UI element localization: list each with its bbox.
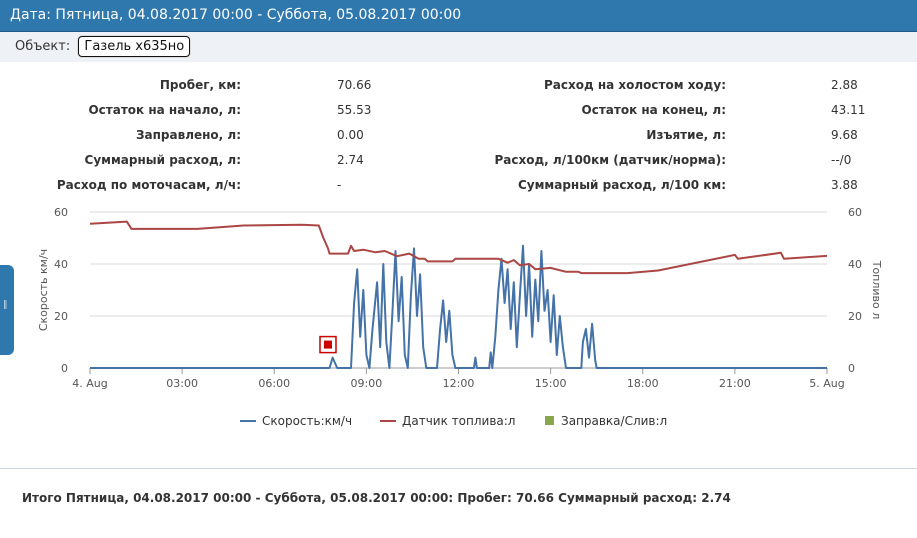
stat-label: Расход, л/100км (датчик/норма): [494,153,727,167]
stat-value: 2.88 [831,78,858,92]
stat-value: 70.66 [337,78,372,92]
stat-label: Остаток на начало, л: [88,103,241,117]
report-title-bar: Дата: Пятница, 04.08.2017 00:00 - Суббот… [0,0,917,32]
x-tick-label: 18:00 [627,377,659,390]
x-tick-label: 5. Aug [809,377,844,390]
report-title: Дата: Пятница, 04.08.2017 00:00 - Суббот… [10,7,462,23]
stat-label: Заправлено, л: [136,128,241,142]
y2-tick-label: 20 [848,310,862,323]
stat-label: Расход на холостом ходу: [543,78,726,92]
stats-row: Суммарный расход, л: 2.74 Расход, л/100к… [0,153,917,173]
side-panel-toggle[interactable]: ‖ [0,265,14,355]
x-tick-label: 12:00 [443,377,475,390]
stat-label: Суммарный расход, л: [84,153,241,167]
stats-row: Остаток на начало, л: 55.53 Остаток на к… [0,103,917,123]
series-line-1 [89,220,828,275]
stat-value: 0.00 [337,128,364,142]
y-axis-title: Скорость км/ч [37,249,50,331]
stat-value: 2.74 [337,153,364,167]
stats-row: Пробег, км: 70.66 Расход на холостом ход… [0,78,917,98]
object-bar: Объект: Газель х635но [0,32,917,62]
x-tick-label: 09:00 [351,377,383,390]
legend-label: Датчик топлива:л [402,414,515,428]
stats-row: Расход по моточасам, л/ч: - Суммарный ра… [0,178,917,198]
speed-fuel-chart: 0 0 20 20 40 40 60 60 4. Aug 03:00 06:00 09:00 12:00… [37,206,883,428]
object-selector-button[interactable]: Газель х635но [78,36,191,57]
grip-icon: ‖ [3,300,8,310]
y-tick-label: 40 [54,258,68,271]
stat-value: - [337,178,342,192]
y2-tick-label: 0 [848,362,855,375]
stat-value: 9.68 [831,128,858,142]
stat-label: Изъятие, л: [646,128,726,142]
stat-value: 55.53 [337,103,372,117]
fuel-drain-icon[interactable] [319,335,337,354]
stat-value: 3.88 [831,178,858,192]
x-tick-label: 4. Aug [72,377,107,390]
object-label: Объект: [15,39,71,54]
series-line-0 [90,244,827,369]
x-tick-label: 03:00 [166,377,198,390]
x-tick-label: 15:00 [535,377,567,390]
x-tick-label: 06:00 [258,377,290,390]
stats-row: Заправлено, л: 0.00 Изъятие, л: 9.68 [0,128,917,148]
stat-label: Расход по моточасам, л/ч: [56,178,241,192]
stat-label: Остаток на конец, л: [581,103,727,117]
stat-label: Пробег, км: [159,78,241,92]
y2-tick-label: 40 [848,258,862,271]
stat-label: Суммарный расход, л/100 км: [517,178,726,192]
y-tick-label: 60 [54,206,68,219]
legend-swatch [545,416,554,425]
stat-value: --/0 [831,153,852,167]
stat-value: 43.11 [831,103,866,117]
y-tick-label: 20 [54,310,68,323]
y2-tick-label: 60 [848,206,862,219]
report-summary: Итого Пятница, 04.08.2017 00:00 - Суббот… [22,491,731,505]
y-tick-label: 0 [61,362,68,375]
legend-label: Скорость:км/ч [262,414,352,428]
legend-label: Заправка/Слив:л [561,414,667,428]
x-tick-label: 21:00 [719,377,751,390]
divider [0,468,917,469]
y2-axis-title: Топливо л [870,260,883,320]
